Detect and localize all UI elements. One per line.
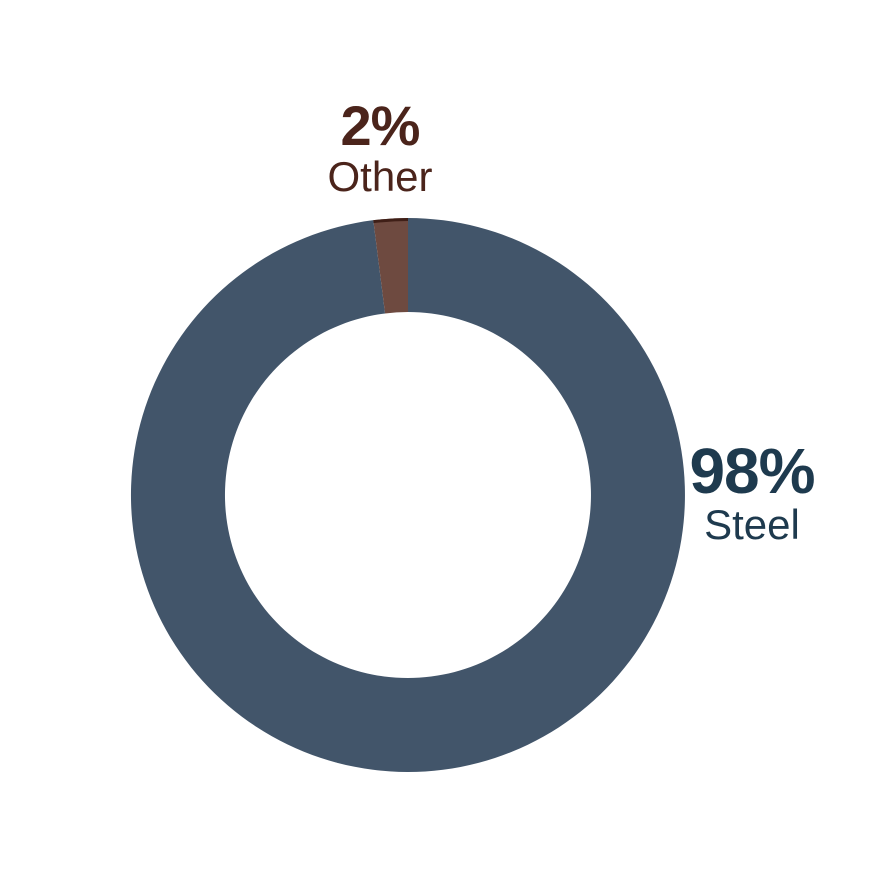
other-category-label: Other — [327, 153, 433, 200]
other-percent-value: 2% — [340, 94, 421, 157]
label-steel: 98% Steel — [689, 435, 815, 548]
steel-percent-value: 98% — [689, 435, 815, 507]
slice-other — [373, 218, 408, 314]
steel-category-label: Steel — [704, 501, 800, 548]
other-slice-edge-accent — [373, 217, 409, 224]
label-other: 2% Other — [327, 98, 432, 200]
slice-steel — [130, 218, 685, 772]
